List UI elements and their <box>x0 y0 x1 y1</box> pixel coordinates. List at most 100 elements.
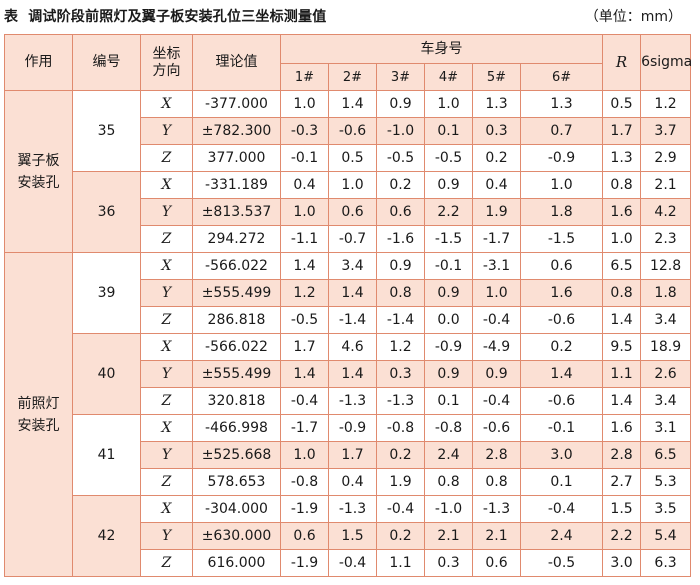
car-5-value-cell: 2.8 <box>472 441 521 469</box>
car-5-value-cell: -0.6 <box>472 414 521 442</box>
axis-cell: Z <box>140 549 193 577</box>
table-row: Z 578.653 -0.8 0.4 1.9 0.8 0.8 0.1 2.7 5.3 <box>5 468 692 496</box>
car-3-value-cell: 0.2 <box>376 171 425 199</box>
car-2-value-cell: 1.4 <box>328 279 377 307</box>
table-row: 41 X -466.998 -1.7 -0.9 -0.8 -0.8 -0.6 -0.1 1.6 3.… <box>5 414 692 496</box>
sigma-value-cell: 2.9 <box>640 144 692 172</box>
car-2-value-cell: 3.4 <box>328 252 377 280</box>
r-value-cell: 2.2 <box>602 522 642 550</box>
item-code-cell: 40 <box>72 333 141 415</box>
car-5-value-cell: 1.3 <box>472 90 521 118</box>
axis-cell: X <box>140 171 193 199</box>
theory-value-cell: -566.022 <box>192 252 281 280</box>
car-3-value-cell: 0.6 <box>376 198 425 226</box>
car-6-value-cell: 0.1 <box>519 468 604 496</box>
car-5-value-cell: -3.1 <box>472 252 521 280</box>
header-car-4: 4# <box>424 63 473 91</box>
r-value-cell: 1.5 <box>602 495 642 523</box>
table-row: Y ±555.499 1.2 1.4 0.8 0.9 1.0 1.6 0.8 1.8 <box>5 279 692 307</box>
car-2-value-cell: 1.5 <box>328 522 377 550</box>
car-3-value-cell: 0.9 <box>376 252 425 280</box>
theory-value-cell: -466.998 <box>192 414 281 442</box>
axis-cell: Z <box>140 306 193 334</box>
theory-value-cell: 286.818 <box>192 306 281 334</box>
r-value-cell: 2.7 <box>602 468 642 496</box>
table-row: 40 X -566.022 1.7 4.6 1.2 -0.9 -4.9 0.2 9.5 18.9 <box>5 333 692 415</box>
header-axis: 坐标方向 <box>140 34 193 91</box>
sigma-value-cell: 4.2 <box>640 198 692 226</box>
theory-value-cell: ±555.499 <box>192 279 281 307</box>
car-3-value-cell: 1.9 <box>376 468 425 496</box>
caption-title-block: 表调试阶段前照灯及翼子板安装孔位三坐标测量值 <box>4 6 326 26</box>
car-1-value-cell: -0.4 <box>280 387 329 415</box>
axis-cell: Z <box>140 387 193 415</box>
car-1-value-cell: 1.4 <box>280 360 329 388</box>
header-car-3: 3# <box>376 63 425 91</box>
r-value-cell: 0.8 <box>602 171 642 199</box>
car-1-value-cell: 1.2 <box>280 279 329 307</box>
item-code-cell: 41 <box>72 414 141 496</box>
car-6-value-cell: -0.6 <box>519 387 604 415</box>
car-4-value-cell: 0.1 <box>424 117 473 145</box>
theory-value-cell: -377.000 <box>192 90 281 118</box>
item-code-cell: 36 <box>72 171 141 253</box>
table-row: 翼子板安装孔 35 X -377.000 1.0 1.4 0.9 1.0 1.3 1.3 0.5 1.… <box>4 90 692 253</box>
table-row: Y ±813.537 1.0 0.6 0.6 2.2 1.9 1.8 1.6 4.2 <box>5 198 692 226</box>
car-1-value-cell: 0.6 <box>280 522 329 550</box>
car-4-value-cell: -0.5 <box>424 144 473 172</box>
car-2-value-cell: 0.4 <box>328 468 377 496</box>
axis-cell: Z <box>140 468 193 496</box>
car-1-value-cell: -1.7 <box>280 414 329 442</box>
theory-value-cell: 294.272 <box>192 225 281 253</box>
r-value-cell: 1.6 <box>602 198 642 226</box>
table-row: 前照灯安装孔 39 X -566.022 1.4 3.4 0.9 -0.1 -3.1 0.6 6.5… <box>4 252 692 577</box>
caption-title: 调试阶段前照灯及翼子板安装孔位三坐标测量值 <box>28 9 327 25</box>
item-code-cell: 35 <box>72 90 141 172</box>
car-4-value-cell: 0.9 <box>424 171 473 199</box>
theory-value-cell: ±782.300 <box>192 117 281 145</box>
car-3-value-cell: 0.2 <box>376 522 425 550</box>
car-4-value-cell: 0.8 <box>424 468 473 496</box>
car-2-value-cell: -1.4 <box>328 306 377 334</box>
theory-value-cell: -566.022 <box>192 333 281 361</box>
car-4-value-cell: 0.9 <box>424 279 473 307</box>
r-value-cell: 0.5 <box>602 90 642 118</box>
car-1-value-cell: -0.5 <box>280 306 329 334</box>
header-car-2: 2# <box>328 63 377 91</box>
car-4-value-cell: -1.5 <box>424 225 473 253</box>
theory-value-cell: -331.189 <box>192 171 281 199</box>
car-1-value-cell: 1.0 <box>280 90 329 118</box>
car-1-value-cell: 1.0 <box>280 198 329 226</box>
car-6-value-cell: 0.6 <box>519 252 604 280</box>
axis-cell: X <box>140 252 193 280</box>
car-3-value-cell: -1.0 <box>376 117 425 145</box>
table-row: 42 X -304.000 -1.9 -1.3 -0.4 -1.0 -1.3 -0.4 1.5 3.… <box>5 495 692 577</box>
caption-label: 表 <box>4 9 19 25</box>
sigma-value-cell: 6.5 <box>640 441 692 469</box>
table-row: Y ±555.499 1.4 1.4 0.3 0.9 0.9 1.4 1.1 2.6 <box>5 360 692 388</box>
axis-cell: X <box>140 414 193 442</box>
car-6-value-cell: 1.3 <box>519 90 604 118</box>
car-2-value-cell: 1.7 <box>328 441 377 469</box>
caption-unit: （单位：mm） <box>584 9 682 25</box>
theory-value-cell: -304.000 <box>192 495 281 523</box>
car-5-value-cell: -1.7 <box>472 225 521 253</box>
sigma-value-cell: 18.9 <box>640 333 692 361</box>
car-5-value-cell: 0.9 <box>472 360 521 388</box>
sigma-value-cell: 2.3 <box>640 225 692 253</box>
car-3-value-cell: -0.4 <box>376 495 425 523</box>
car-1-value-cell: 1.7 <box>280 333 329 361</box>
car-6-value-cell: 1.4 <box>519 360 604 388</box>
sigma-value-cell: 1.2 <box>640 90 692 118</box>
sigma-value-cell: 12.8 <box>640 252 692 280</box>
car-5-value-cell: 1.9 <box>472 198 521 226</box>
car-4-value-cell: 0.3 <box>424 549 473 577</box>
car-1-value-cell: 1.4 <box>280 252 329 280</box>
car-6-value-cell: 1.0 <box>519 171 604 199</box>
car-6-value-cell: 0.7 <box>519 117 604 145</box>
sigma-value-cell: 1.8 <box>640 279 692 307</box>
car-2-value-cell: 1.0 <box>328 171 377 199</box>
car-4-value-cell: 2.1 <box>424 522 473 550</box>
car-5-value-cell: -0.4 <box>472 306 521 334</box>
r-value-cell: 1.4 <box>602 387 642 415</box>
